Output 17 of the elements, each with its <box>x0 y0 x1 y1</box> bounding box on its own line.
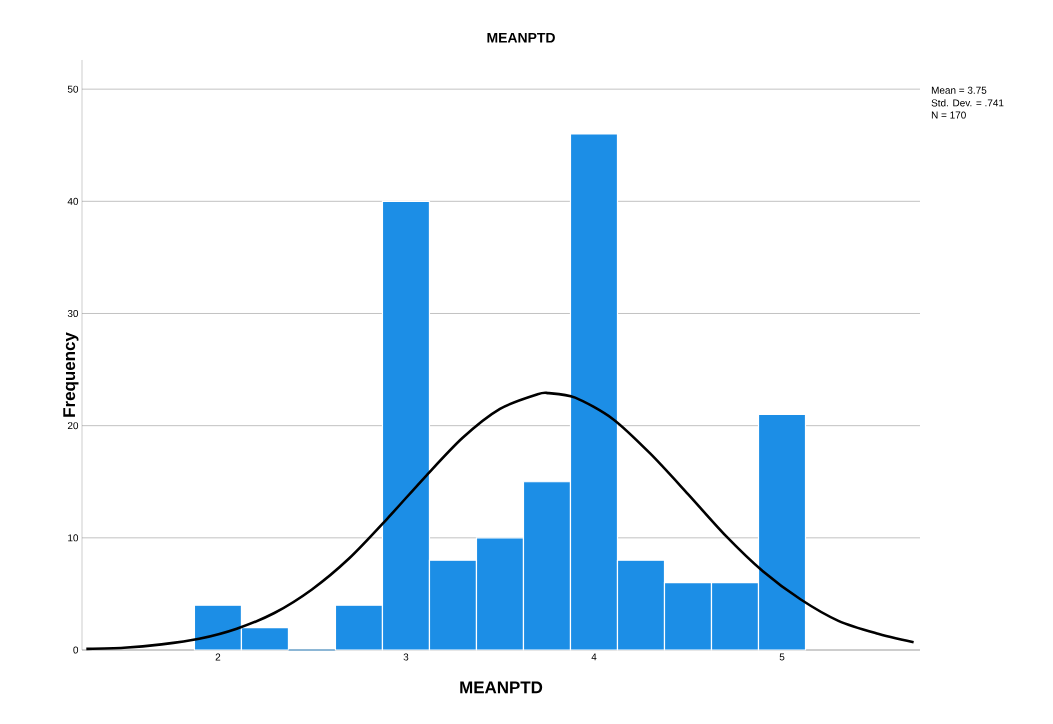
text: Std. Dev. = .741 <box>931 99 1004 107</box>
y-tick-label: 50 <box>67 85 79 93</box>
x-tick-label: 4 <box>591 653 597 661</box>
y-tick-label: 40 <box>67 197 79 205</box>
chart-title: MEANPTD <box>487 32 555 43</box>
x-axis-title: MEANPTD <box>460 681 543 694</box>
x-tick-label: 3 <box>403 653 409 661</box>
text: Mean = 3.75 <box>931 86 987 94</box>
y-tick-label: 20 <box>67 422 79 430</box>
line-series <box>85 391 915 651</box>
text: N = 170 <box>931 111 966 119</box>
x-tick-label: 2 <box>215 653 221 661</box>
x-tick-label: 5 <box>779 653 785 661</box>
y-tick-label: 10 <box>68 534 79 542</box>
y-axis-title: Frequency <box>63 332 79 417</box>
y-tick-label: 30 <box>67 309 79 318</box>
y-tick-label: 0 <box>73 646 79 654</box>
